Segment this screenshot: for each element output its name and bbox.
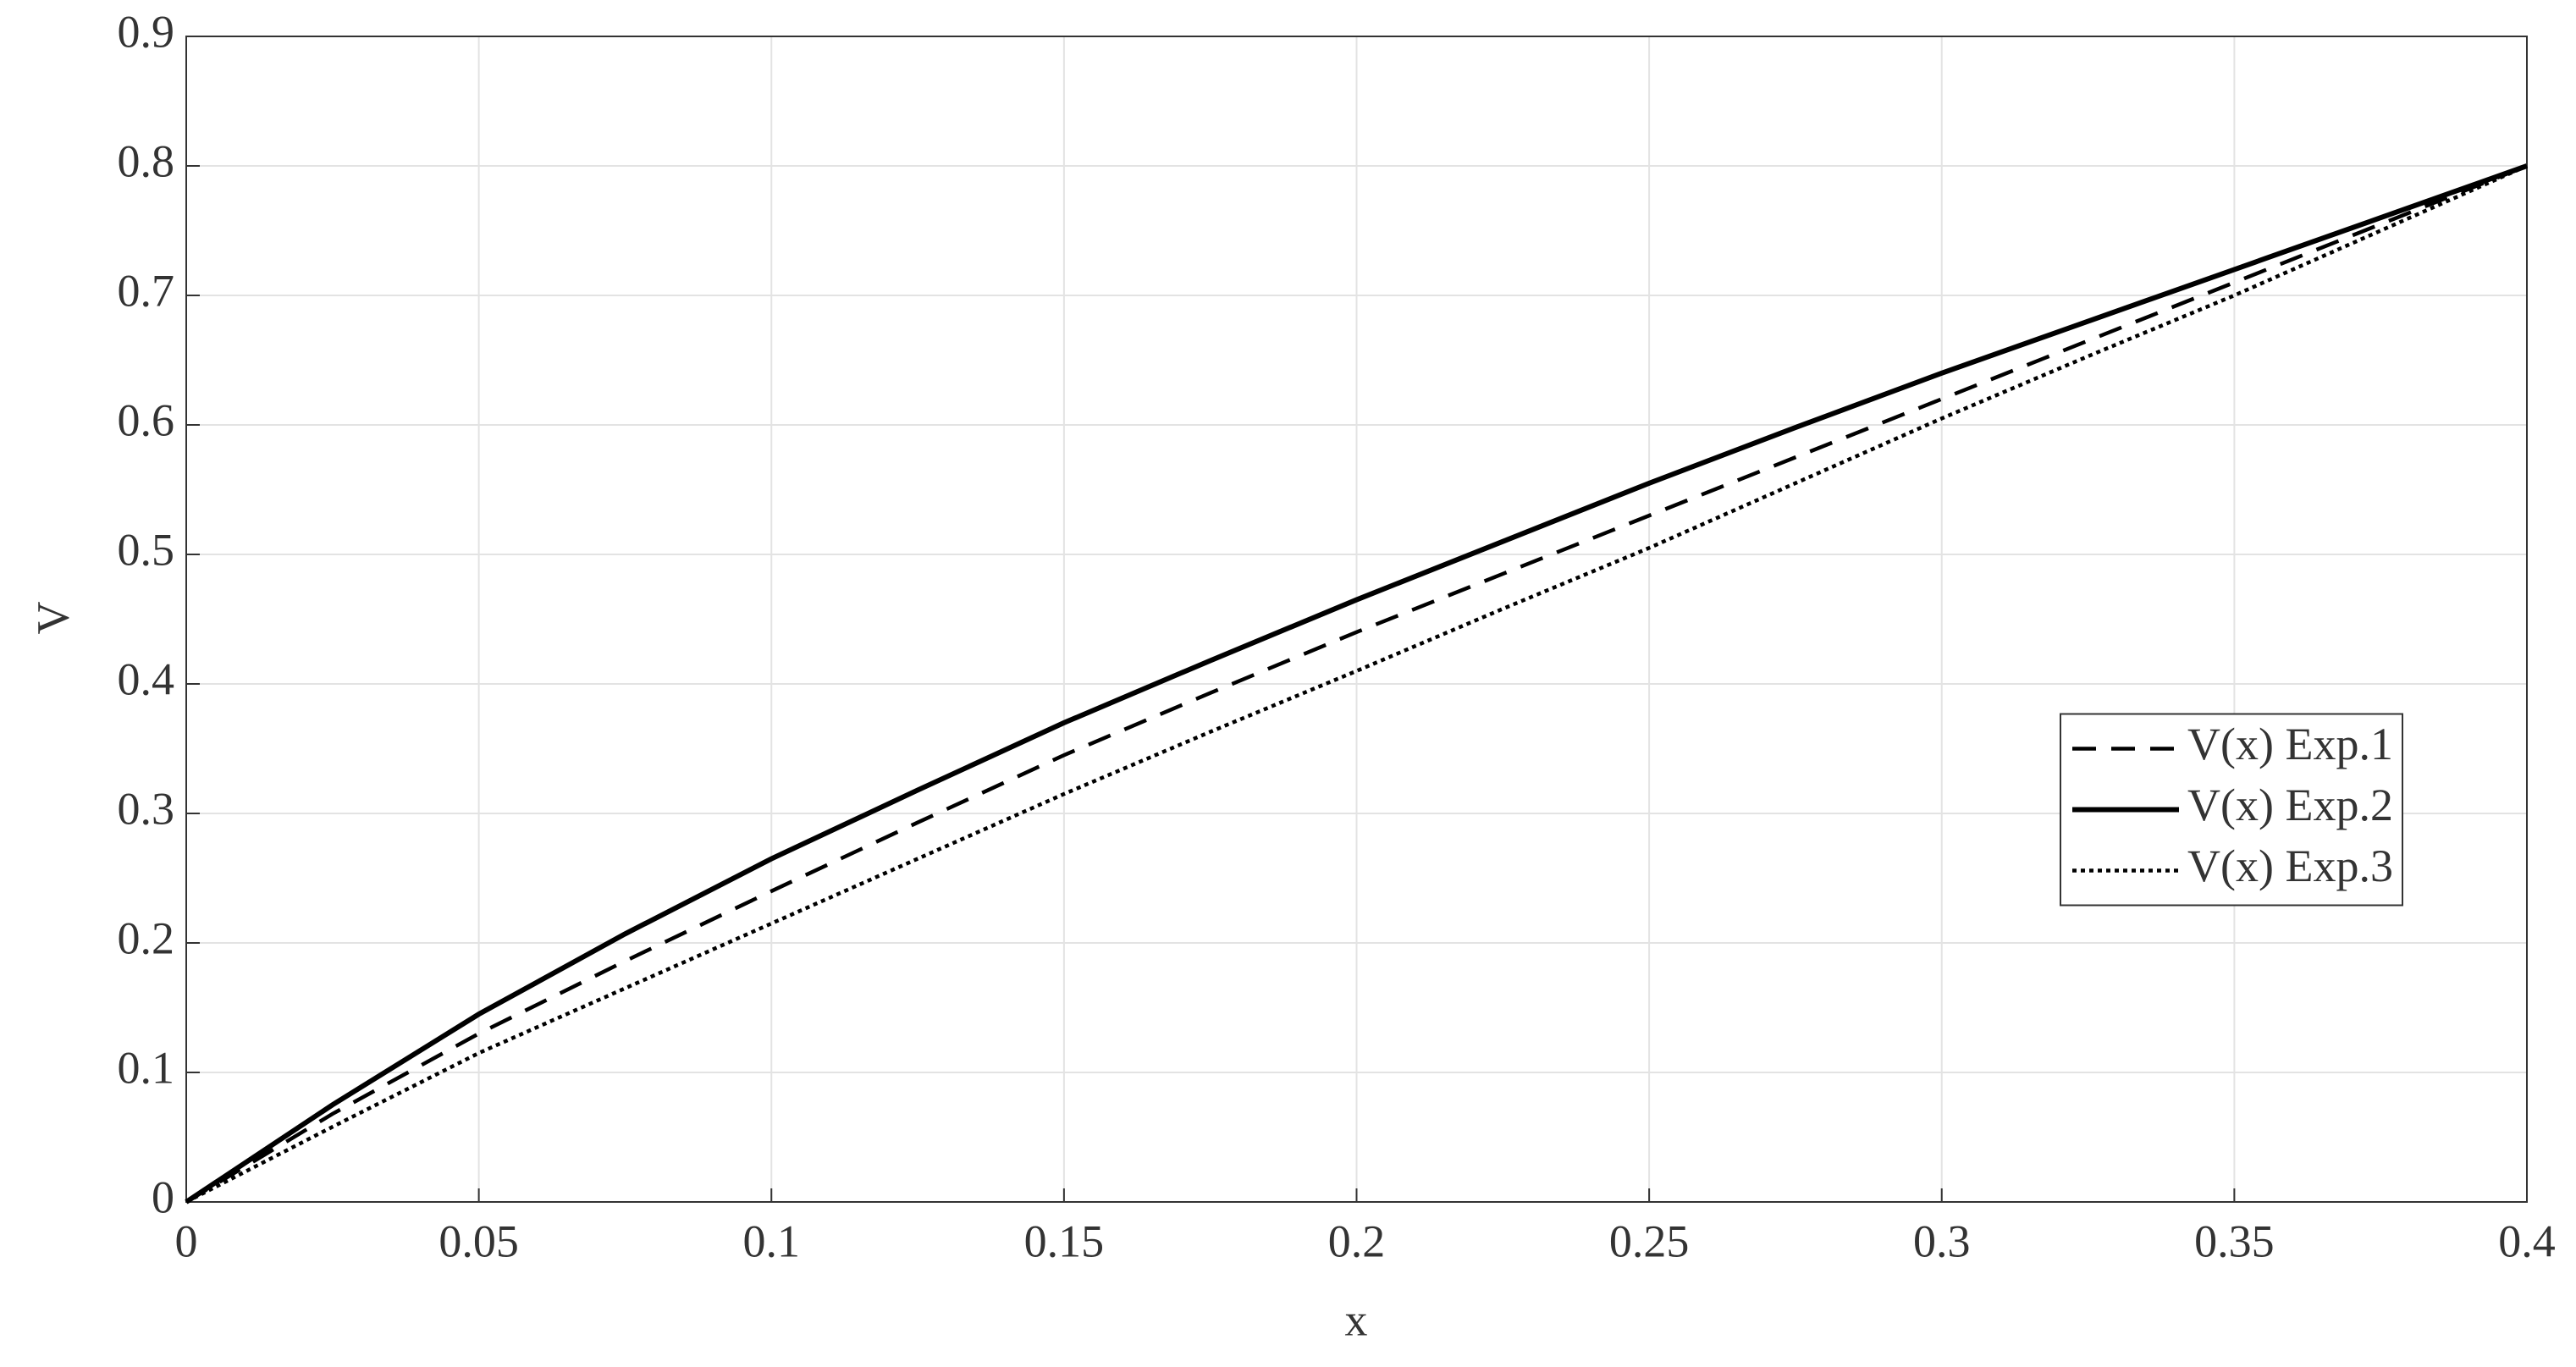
x-tick-label: 0.2: [1328, 1215, 1386, 1266]
series-line: [185, 163, 2529, 1204]
x-tick-label: 0.3: [1913, 1215, 1971, 1266]
legend-label: V(x) Exp.3: [2187, 841, 2393, 891]
legend-label: V(x) Exp.1: [2187, 719, 2393, 769]
y-tick-label: 0: [152, 1171, 174, 1222]
x-tick-label: 0.35: [2194, 1215, 2275, 1266]
y-tick-label: 0.7: [118, 265, 175, 316]
y-tick-label: 0.8: [118, 135, 175, 186]
x-tick-label: 0.05: [439, 1215, 519, 1266]
y-tick-label: 0.3: [118, 783, 175, 834]
x-tick-label: 0.25: [1609, 1215, 1690, 1266]
x-tick-label: 0.15: [1024, 1215, 1105, 1266]
x-tick-label: 0.1: [743, 1215, 801, 1266]
x-axis-label: x: [1345, 1294, 1368, 1345]
y-tick-label: 0.4: [118, 653, 175, 704]
legend-label: V(x) Exp.2: [2187, 780, 2393, 830]
x-tick-label: 0.4: [2498, 1215, 2556, 1266]
series-line: [185, 163, 2528, 1204]
y-tick-label: 0.1: [118, 1042, 175, 1093]
y-tick-label: 0.5: [118, 524, 175, 575]
y-tick-label: 0.9: [118, 6, 175, 57]
series-line: [185, 163, 2528, 1204]
y-axis-label: V: [27, 602, 78, 635]
y-tick-label: 0.2: [118, 912, 175, 963]
y-tick-label: 0.6: [118, 394, 175, 445]
x-tick-label: 0: [175, 1215, 198, 1266]
plot-frame: [185, 36, 2528, 1203]
